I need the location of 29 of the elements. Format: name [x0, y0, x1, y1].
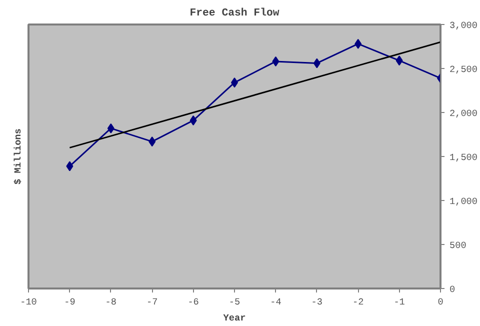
y-tick-label: 3,000: [450, 20, 478, 31]
point: [66, 161, 74, 172]
y-axis-title: $ Millions: [12, 128, 24, 184]
x-tick-label: -9: [64, 296, 76, 308]
y-tick-label: 2,000: [450, 108, 478, 119]
x-axis-title: Year: [223, 312, 246, 324]
chart-title: Free Cash Flow: [190, 8, 280, 20]
point: [190, 115, 197, 126]
x-tick-label: -10: [20, 296, 38, 308]
point: [354, 38, 362, 49]
point: [396, 56, 403, 66]
y-tick-label: 2,500: [450, 64, 478, 75]
x-tick-label: -3: [311, 296, 323, 308]
y-tick-label: 1,000: [450, 196, 478, 207]
x-tick-label: -2: [352, 296, 364, 308]
x-tick-label: -8: [105, 296, 117, 308]
x-tick-label: -5: [228, 296, 240, 308]
point: [148, 136, 156, 147]
point: [107, 123, 114, 134]
point: [313, 58, 320, 68]
x-tick-label: -1: [394, 296, 406, 308]
y-tick-label: 1,500: [450, 152, 478, 163]
x-tick-label: -6: [188, 296, 199, 308]
x-tick-label: 0: [438, 296, 444, 308]
y-tick-label: 0: [450, 284, 456, 295]
point: [272, 56, 280, 66]
x-tick-label: -7: [146, 296, 158, 308]
x-tick-label: -4: [270, 296, 282, 308]
y-tick-label: 500: [450, 240, 467, 251]
